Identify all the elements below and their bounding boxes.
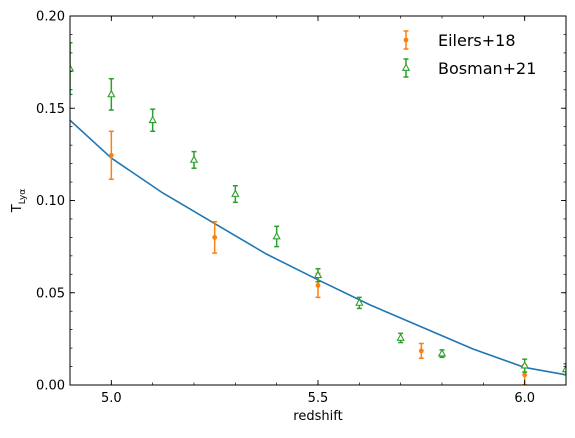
- legend-label: Bosman+21: [438, 59, 536, 78]
- x-tick-label: 5.5: [308, 391, 329, 406]
- eilers-18-point: [418, 342, 424, 359]
- bosman-21-point: [396, 332, 405, 344]
- data-marker: [520, 360, 529, 369]
- data-marker: [522, 372, 528, 378]
- data-marker: [108, 152, 114, 158]
- data-marker: [148, 115, 157, 124]
- data-marker: [561, 364, 566, 373]
- data-marker: [212, 234, 218, 240]
- data-marker: [396, 333, 405, 341]
- data-layer: [70, 42, 566, 385]
- error-bar: [70, 42, 73, 96]
- bosman-21-point: [272, 225, 281, 248]
- eilers-18-point: [212, 220, 218, 254]
- y-tick-label: 0.15: [36, 102, 65, 117]
- x-axis-label: redshift: [293, 409, 342, 424]
- legend-label: Eilers+18: [438, 31, 516, 50]
- data-marker: [313, 270, 323, 279]
- y-tick-label: 0.00: [36, 379, 65, 394]
- bosman-21-point: [231, 184, 240, 204]
- data-marker: [189, 155, 199, 163]
- legend-marker: [403, 37, 409, 43]
- bosman-21-point: [437, 348, 447, 359]
- labels-layer: redshift TLyα: [10, 189, 343, 424]
- y-axis-label-subscript: Lyα: [18, 189, 28, 205]
- bosman-21-point: [189, 150, 199, 169]
- data-marker: [70, 63, 75, 72]
- legend-marker: [401, 63, 411, 71]
- legend: Eilers+18 Bosman+21: [401, 30, 536, 78]
- legend-entry-eilers-18: Eilers+18: [403, 30, 516, 50]
- bosman-21-point: [355, 296, 364, 310]
- bosman-21-point: [70, 42, 75, 96]
- x-tick-label: 6.0: [514, 391, 535, 406]
- data-marker: [107, 89, 116, 98]
- y-tick-label: 0.20: [36, 10, 65, 25]
- data-marker: [355, 298, 364, 306]
- y-tick-label: 0.10: [36, 194, 65, 209]
- y-axis-label: TLyα: [10, 189, 28, 213]
- eilers-18-point: [108, 130, 114, 181]
- error-bar: [563, 363, 566, 376]
- bosman-21-point: [148, 108, 157, 133]
- legend-entry-bosman-21: Bosman+21: [401, 58, 536, 78]
- bosman-21-point: [313, 268, 323, 283]
- data-marker: [231, 189, 240, 197]
- bosman-21-point: [561, 363, 566, 376]
- axes-layer: 5.0 5.5 6.0 0.00 0.05 0.10 0.15 0.20: [36, 10, 567, 406]
- data-marker: [272, 231, 281, 240]
- model-curve: [70, 119, 566, 376]
- data-marker: [418, 348, 424, 354]
- bosman-21-point: [520, 358, 529, 373]
- x-tick-label: 5.0: [101, 391, 122, 406]
- data-marker: [315, 282, 321, 288]
- data-marker: [437, 348, 447, 357]
- bosman-21-point: [107, 77, 116, 111]
- y-tick-label: 0.05: [36, 286, 65, 301]
